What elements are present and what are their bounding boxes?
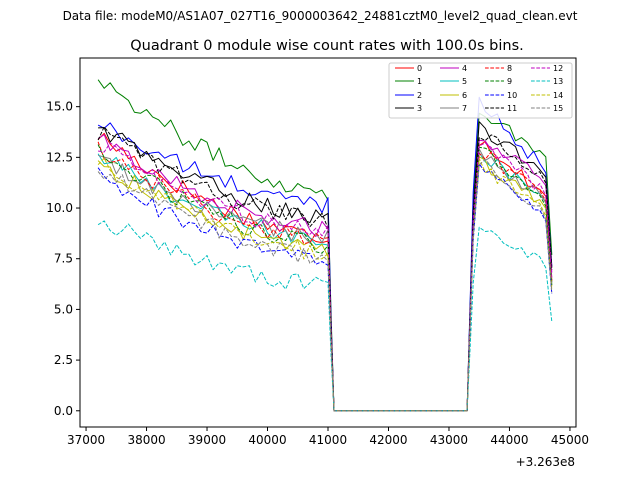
series-line-13 — [97, 220, 553, 412]
y-tick-label: 0.0 — [54, 404, 73, 418]
series-line-12 — [98, 142, 553, 412]
plot-lines — [97, 79, 553, 412]
x-offset-label: +3.263e8 — [516, 455, 575, 469]
series-line-10 — [97, 163, 553, 412]
x-tick-label: 45000 — [551, 433, 589, 447]
chart-suptitle: Data file: modeM0/AS1A07_027T16_90000036… — [63, 9, 578, 23]
x-tick-label: 43000 — [430, 433, 468, 447]
legend-label-0: 0 — [417, 64, 422, 73]
x-tick-label: 44000 — [490, 433, 528, 447]
legend-label-9: 9 — [507, 77, 512, 86]
x-tick-label: 38000 — [127, 433, 165, 447]
series-line-5 — [97, 152, 553, 412]
y-axis: 0.0 2.5 5.0 7.5 10.0 12.5 15.0 — [46, 100, 80, 418]
series-line-6 — [97, 156, 553, 412]
series-line-7 — [97, 148, 553, 412]
legend-frame — [388, 62, 573, 119]
series-line-14 — [97, 157, 553, 412]
legend-label-2: 2 — [417, 91, 422, 100]
legend-label-5: 5 — [462, 77, 467, 86]
series-line-3 — [98, 121, 553, 412]
series-line-1 — [97, 79, 553, 412]
y-tick-label: 12.5 — [46, 150, 73, 164]
y-tick-label: 7.5 — [54, 252, 73, 266]
y-tick-label: 2.5 — [54, 353, 73, 367]
y-tick-label: 15.0 — [46, 100, 73, 114]
x-tick-label: 40000 — [248, 433, 286, 447]
series-line-9 — [97, 144, 553, 412]
legend-label-12: 12 — [553, 64, 563, 73]
legend-label-11: 11 — [507, 104, 517, 113]
x-tick-label: 39000 — [188, 433, 226, 447]
series-line-0 — [97, 132, 553, 412]
legend-label-6: 6 — [462, 91, 467, 100]
series-line-11 — [97, 126, 553, 412]
legend-label-10: 10 — [507, 91, 517, 100]
legend-label-14: 14 — [553, 91, 563, 100]
x-tick-label: 37000 — [67, 433, 105, 447]
legend-label-15: 15 — [553, 104, 563, 113]
y-tick-label: 5.0 — [54, 302, 73, 316]
legend-label-3: 3 — [417, 104, 422, 113]
legend-label-1: 1 — [417, 77, 422, 86]
y-tick-label: 10.0 — [46, 201, 73, 215]
legend-label-7: 7 — [462, 104, 467, 113]
x-tick-label: 41000 — [309, 433, 347, 447]
series-line-4 — [97, 134, 553, 412]
legend-label-8: 8 — [507, 64, 512, 73]
x-axis: 37000 38000 39000 40000 41000 42000 43000 44000… — [67, 427, 589, 447]
legend-label-13: 13 — [553, 77, 563, 86]
chart-title: Quadrant 0 module wise count rates with … — [130, 38, 524, 54]
legend-label-4: 4 — [462, 64, 467, 73]
x-tick-label: 42000 — [369, 433, 407, 447]
series-line-15 — [97, 158, 553, 412]
